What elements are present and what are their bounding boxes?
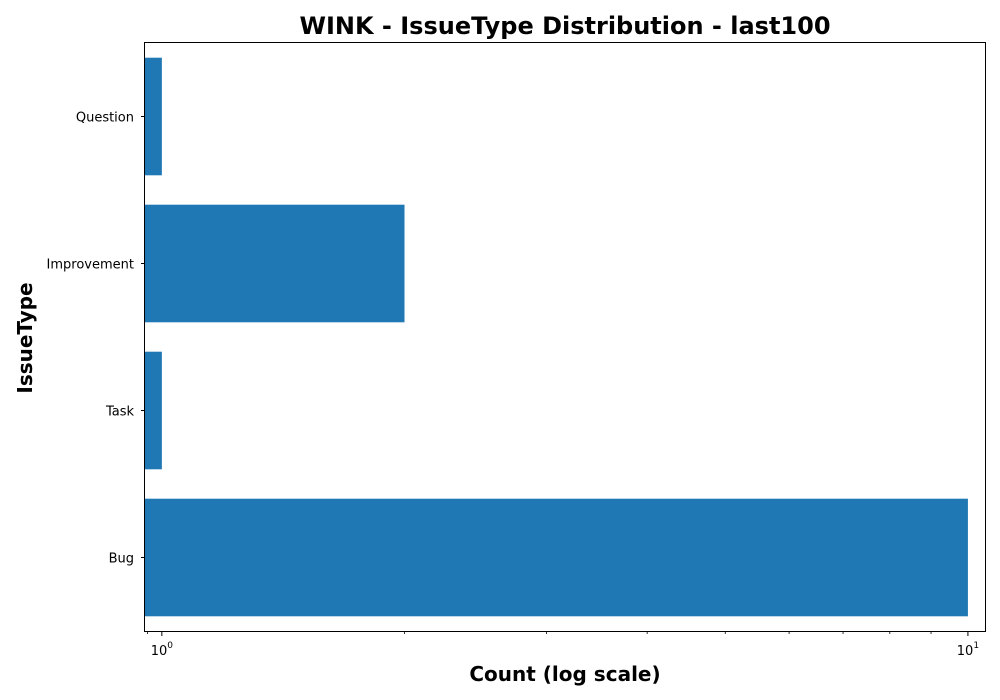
y-tick-label-task: Task bbox=[105, 405, 135, 420]
x-axis-label: Count (log scale) bbox=[469, 662, 660, 686]
bars bbox=[145, 57, 968, 617]
bar-task bbox=[145, 351, 162, 470]
y-tick-label-bug: Bug bbox=[109, 552, 134, 567]
plot-frame bbox=[144, 42, 986, 632]
bar-improvement bbox=[145, 204, 405, 323]
bar-question bbox=[145, 57, 162, 176]
bar-bug bbox=[145, 498, 968, 617]
y-axis-label: IssueType bbox=[13, 282, 37, 393]
chart-title: WINK - IssueType Distribution - last100 bbox=[299, 12, 830, 40]
x-axis-ticks: 100 101 bbox=[147, 631, 979, 659]
y-tick-label-question: Question bbox=[76, 111, 134, 126]
x-tick-label: 100 bbox=[151, 641, 174, 659]
x-tick-label: 101 bbox=[957, 641, 979, 659]
y-axis-ticks: Bug Task Improvement Question bbox=[47, 111, 145, 567]
y-tick-label-improvement: Improvement bbox=[47, 258, 134, 273]
